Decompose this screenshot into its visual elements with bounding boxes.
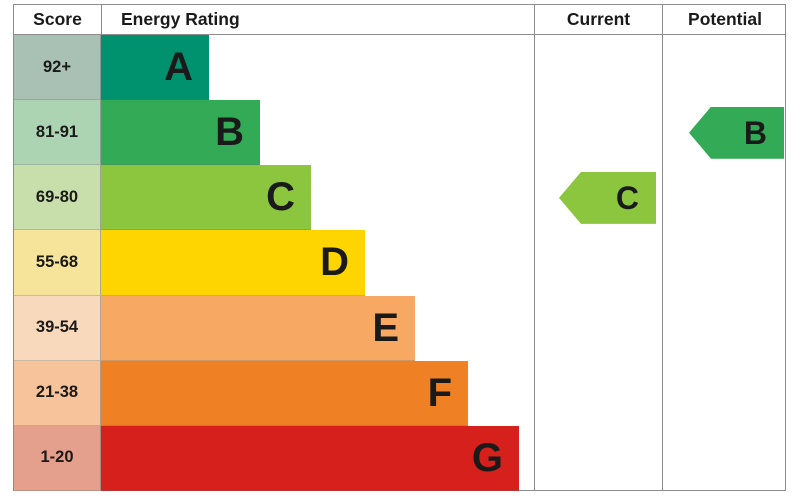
rating-band-bar: C xyxy=(101,165,311,231)
rating-band-bar: F xyxy=(101,360,468,426)
rating-band-bar: A xyxy=(101,35,209,101)
score-range-cell: 39-54 xyxy=(14,295,101,361)
rating-band-bar: D xyxy=(101,230,365,296)
column-header-energy-rating: Energy Rating xyxy=(101,5,534,34)
column-divider-current xyxy=(534,35,535,491)
score-range-cell: 81-91 xyxy=(14,100,101,166)
score-range-cell: 92+ xyxy=(14,35,101,101)
column-header-current: Current xyxy=(534,5,662,34)
current-rating-letter: C xyxy=(615,179,639,216)
rating-band-row: 69-80 C xyxy=(14,165,534,231)
rating-band-row: 39-54 E xyxy=(14,295,534,361)
rating-band-row: 1-20 G xyxy=(14,425,534,491)
rating-band-row: 21-38 F xyxy=(14,360,534,426)
column-header-score: Score xyxy=(33,9,82,29)
score-range-cell: 55-68 xyxy=(14,230,101,296)
potential-rating-arrow: B xyxy=(689,106,784,159)
potential-rating-letter: B xyxy=(743,114,767,151)
rating-band-bar: G xyxy=(101,425,519,491)
rating-band-bar: E xyxy=(101,295,415,361)
current-rating-arrow: C xyxy=(559,171,656,224)
score-range-cell: 69-80 xyxy=(14,165,101,231)
score-range-cell: 21-38 xyxy=(14,360,101,426)
rating-band-row: 92+ A xyxy=(14,35,534,101)
table-header-row: Score Energy Rating Current Potential xyxy=(14,5,785,35)
score-range-cell: 1-20 xyxy=(14,425,101,491)
column-divider-potential xyxy=(662,35,663,491)
epc-chart: Score Energy Rating Current Potential 92… xyxy=(13,4,786,491)
rating-band-row: 55-68 D xyxy=(14,230,534,296)
chart-body: 92+ A 81-91 B 69-80 C 55-68 D 39-54 E 21-38 F 1-20 G … xyxy=(14,35,785,491)
rating-band-bar: B xyxy=(101,100,260,166)
column-header-potential: Potential xyxy=(662,5,787,34)
rating-band-row: 81-91 B xyxy=(14,100,534,166)
